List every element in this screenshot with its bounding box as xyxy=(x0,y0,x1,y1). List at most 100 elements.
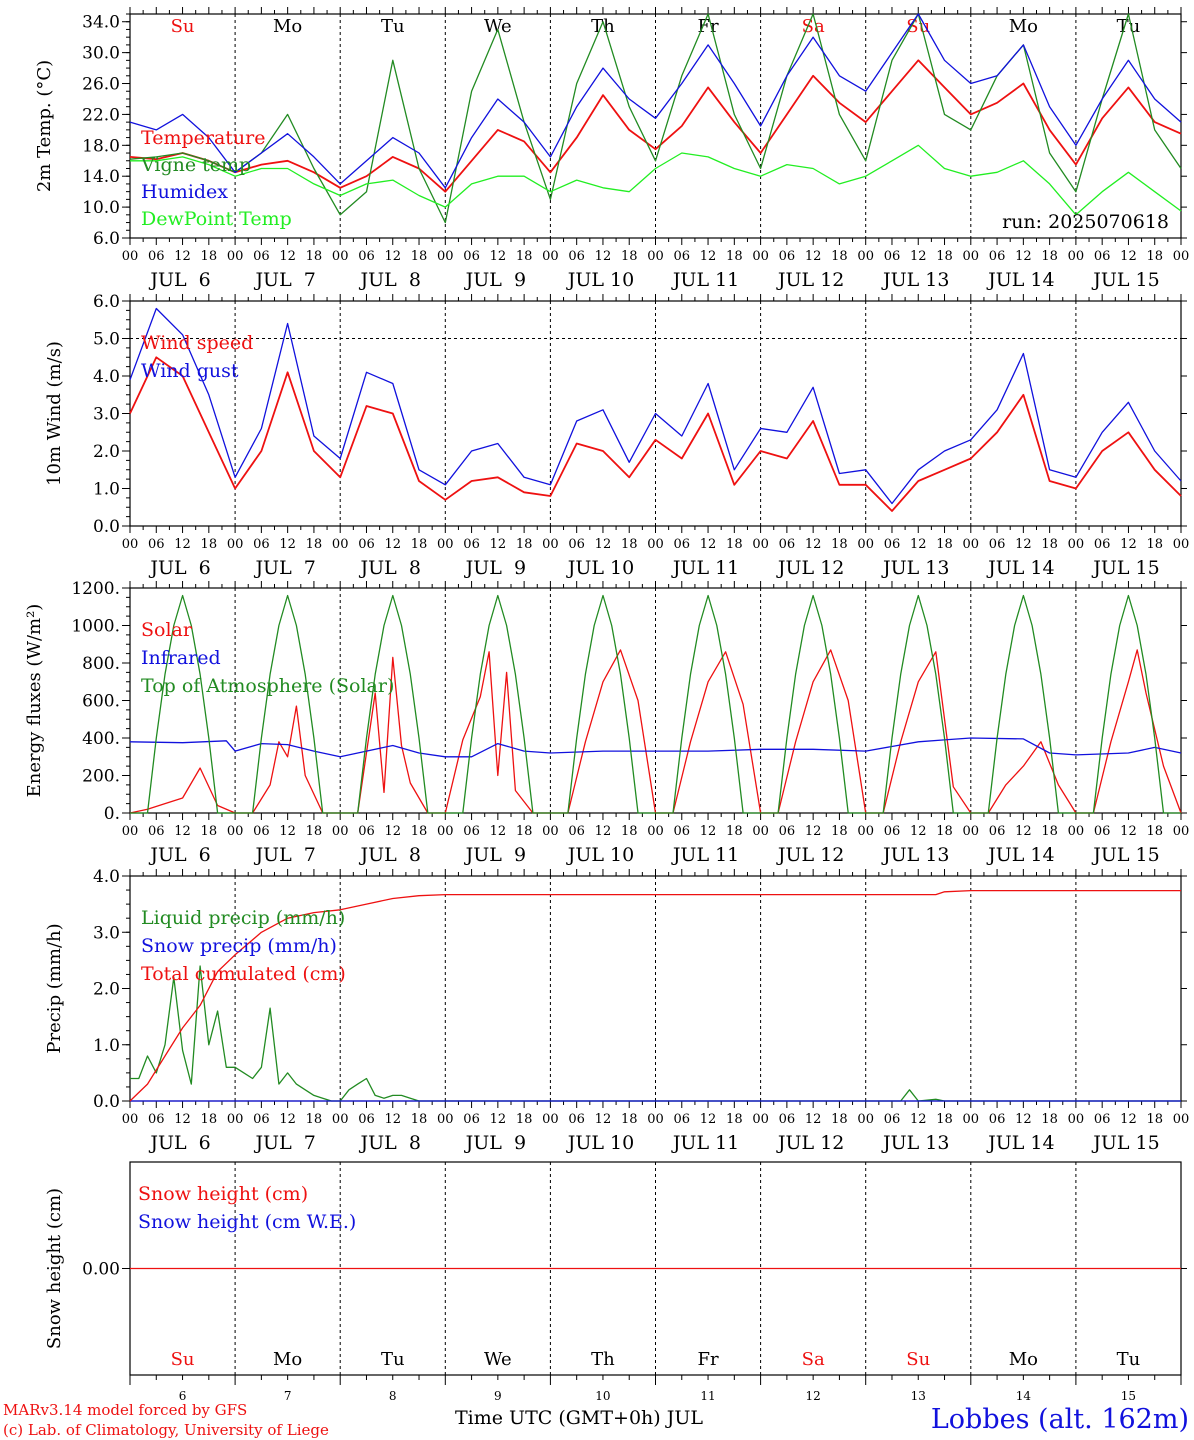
y-tick-label: 0.0 xyxy=(93,517,120,537)
legend-entry: Infrared xyxy=(141,647,221,669)
hour-label: 00 xyxy=(647,249,664,264)
hour-label: 00 xyxy=(963,249,980,264)
hour-label: 06 xyxy=(989,824,1006,839)
hour-label: 06 xyxy=(989,537,1006,552)
hour-label: 06 xyxy=(779,537,796,552)
hour-label: 06 xyxy=(674,249,691,264)
hour-label: 06 xyxy=(884,1112,901,1127)
day-number-label: 11 xyxy=(700,1389,715,1403)
y-tick-label: 6.0 xyxy=(93,229,120,249)
hour-label: 00 xyxy=(647,824,664,839)
date-label: JUL 15 xyxy=(1091,557,1159,579)
date-label: JUL 12 xyxy=(776,844,844,866)
hour-label: 18 xyxy=(1041,249,1058,264)
y-tick-label: 4.0 xyxy=(93,367,120,387)
hour-label: 00 xyxy=(227,824,244,839)
y-tick-label: 3.0 xyxy=(93,405,120,425)
hour-label: 00 xyxy=(1068,1112,1085,1127)
series-line-2 xyxy=(129,737,1182,758)
date-label: JUL 7 xyxy=(253,1132,315,1154)
date-label: JUL 9 xyxy=(464,1132,526,1154)
hour-label: 12 xyxy=(910,824,927,839)
date-label: JUL 13 xyxy=(881,844,949,866)
series-line-4 xyxy=(130,144,1182,216)
weekday-label: Sa xyxy=(802,16,825,37)
plot-frame xyxy=(129,587,1182,814)
day-number-label: 12 xyxy=(806,1389,821,1403)
hour-label: 06 xyxy=(253,824,270,839)
date-label: JUL 10 xyxy=(566,269,634,291)
date-label: JUL 15 xyxy=(1091,1132,1159,1154)
hour-label: 00 xyxy=(542,1112,559,1127)
hour-label: 06 xyxy=(1094,249,1111,264)
date-label: JUL 7 xyxy=(253,557,315,579)
hour-label: 00 xyxy=(437,249,454,264)
date-label: JUL 11 xyxy=(671,557,739,579)
hour-label: 12 xyxy=(1015,1112,1032,1127)
hour-label: 18 xyxy=(516,537,533,552)
y-tick-label: 400. xyxy=(82,729,120,749)
date-label: JUL 11 xyxy=(671,844,739,866)
y-tick-label: 2.0 xyxy=(93,980,120,1000)
hour-label: 00 xyxy=(227,1112,244,1127)
date-label: JUL 6 xyxy=(148,557,210,579)
hour-label: 00 xyxy=(1173,824,1190,839)
date-label: JUL 6 xyxy=(148,1132,210,1154)
hour-label: 12 xyxy=(384,1112,401,1127)
y-tick-label: 1.0 xyxy=(93,1036,120,1056)
hour-label: 06 xyxy=(148,537,165,552)
hour-label: 12 xyxy=(1120,1112,1137,1127)
panel-1: 6.0 10.0 14.0 18.0 22.0 26.0 30.0 34.0 2m Temp. … xyxy=(34,7,1189,291)
weekday-label: Tu xyxy=(381,16,405,37)
hour-label: 18 xyxy=(936,824,953,839)
series-line-3 xyxy=(129,13,1182,189)
hour-label: 12 xyxy=(595,824,612,839)
hour-label: 18 xyxy=(516,249,533,264)
hour-label: 00 xyxy=(857,537,874,552)
hour-label: 06 xyxy=(463,824,480,839)
hour-label: 12 xyxy=(174,824,191,839)
legend-entry: Liquid precip (mm/h) xyxy=(141,907,345,929)
footer-copyright-line: (c) Lab. of Climatology, University of L… xyxy=(3,1421,329,1439)
hour-label: 12 xyxy=(700,249,717,264)
hour-label: 12 xyxy=(595,1112,612,1127)
hour-label: 12 xyxy=(174,249,191,264)
hour-label: 12 xyxy=(279,249,296,264)
hour-label: 00 xyxy=(647,537,664,552)
date-label: JUL 15 xyxy=(1091,844,1159,866)
panel-4: 0.0 1.0 2.0 3.0 4.0 Precip (mm/h) 00 06 12 18 JUL … xyxy=(44,867,1189,1154)
hour-label: 18 xyxy=(936,1112,953,1127)
y-tick-label: 4.0 xyxy=(93,867,120,887)
hour-label: 18 xyxy=(516,1112,533,1127)
hour-label: 12 xyxy=(384,824,401,839)
hour-label: 18 xyxy=(411,824,428,839)
hour-label: 18 xyxy=(936,537,953,552)
series-line-1 xyxy=(129,649,1182,814)
hour-label: 06 xyxy=(779,249,796,264)
hour-label: 00 xyxy=(963,537,980,552)
date-label: JUL 11 xyxy=(671,1132,739,1154)
hour-label: 06 xyxy=(779,824,796,839)
hour-label: 00 xyxy=(752,1112,769,1127)
series-line-2 xyxy=(129,307,1182,505)
station-name: Lobbes (alt. 162m) xyxy=(931,1404,1189,1435)
y-tick-label: 3.0 xyxy=(93,923,120,943)
hour-label: 18 xyxy=(306,249,323,264)
weekday-label: Fr xyxy=(698,1349,719,1370)
hour-label: 00 xyxy=(752,249,769,264)
hour-label: 00 xyxy=(963,824,980,839)
date-label: JUL 8 xyxy=(359,557,421,579)
hour-label: 06 xyxy=(358,537,375,552)
hour-label: 18 xyxy=(201,824,218,839)
legend-entry: Snow height (cm) xyxy=(138,1183,308,1205)
hour-label: 12 xyxy=(1015,537,1032,552)
hour-label: 18 xyxy=(621,824,638,839)
weekday-label: We xyxy=(484,1349,512,1370)
day-number-label: 9 xyxy=(494,1389,502,1403)
hour-label: 12 xyxy=(490,249,507,264)
y-tick-label: 1200. xyxy=(71,579,120,599)
hour-label: 06 xyxy=(148,249,165,264)
legend-entry: Temperature xyxy=(141,127,265,149)
y-tick-label: 800. xyxy=(82,654,120,674)
